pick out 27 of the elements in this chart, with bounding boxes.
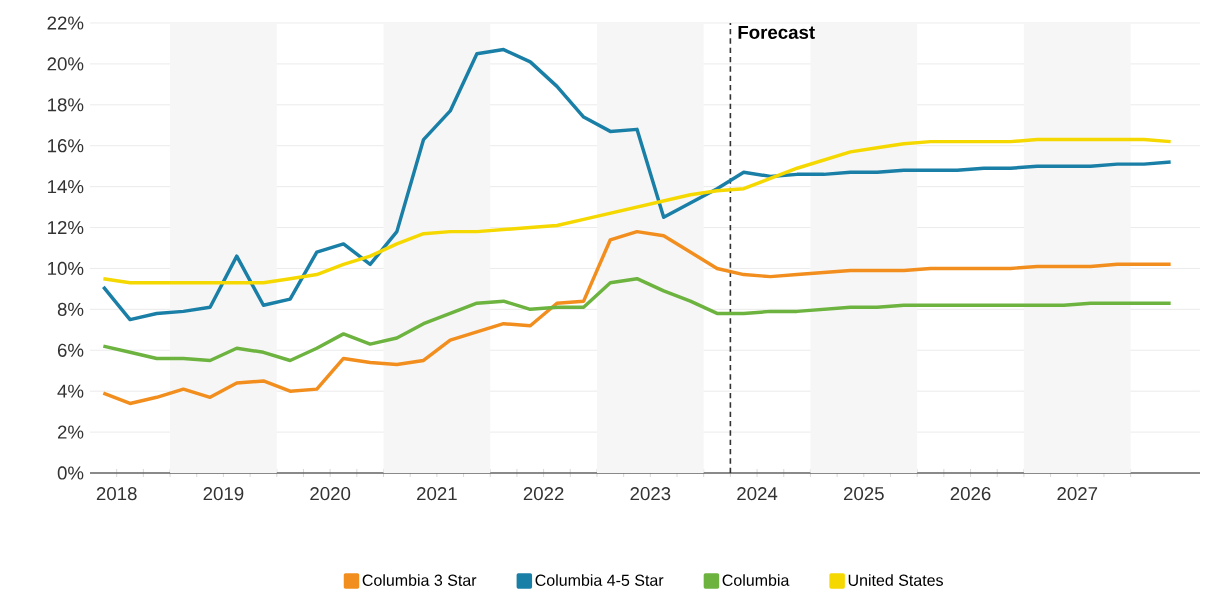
x-tick-label: 2018 [96,487,137,501]
legend-label: Columbia 3 Star [362,574,477,586]
y-tick-label: 18% [48,98,84,112]
x-tick-label: 2022 [523,487,564,501]
ref-line-label: Forecast [738,25,815,39]
x-tick-label: 2025 [843,487,884,501]
y-tick-label: 14% [48,180,84,194]
x-tick-label: 2023 [630,487,671,501]
x-tick-label: 2027 [1057,487,1098,501]
y-tick-label: 2% [57,425,84,439]
y-tick-label: 12% [48,220,84,235]
legend-label: United States [848,574,943,586]
x-tick-label: 2021 [417,487,457,501]
legend-label: Columbia 4-5 Star [535,574,664,586]
y-tick-label: 0% [57,466,84,480]
x-tick-label: 2019 [203,487,244,501]
y-tick-label: 8% [57,302,84,316]
x-tick-label: 2024 [737,487,778,501]
x-tick-label: 2020 [310,487,351,501]
y-tick-label: 10% [48,261,84,276]
y-tick-label: 4% [57,384,84,398]
legend-label: Columbia [722,574,790,586]
y-tick-label: 16% [48,139,84,153]
y-tick-label: 20% [47,57,84,71]
y-tick-label: 22% [47,16,84,30]
x-tick-label: 2026 [950,487,991,501]
y-tick-label: 6% [57,343,84,357]
